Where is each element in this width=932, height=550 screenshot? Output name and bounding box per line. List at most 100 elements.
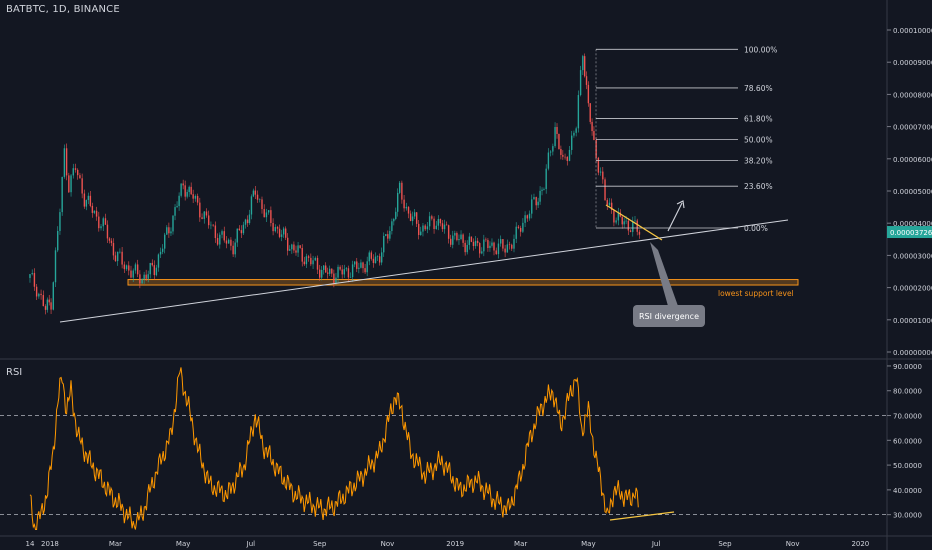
candle-body xyxy=(343,269,345,275)
price-tick-label: 0.00009000 xyxy=(893,59,932,67)
time-tick-label: 2018 xyxy=(41,540,59,548)
candle-body xyxy=(587,84,590,104)
candle-body xyxy=(489,245,491,249)
candle-body xyxy=(95,210,98,217)
candle-body xyxy=(221,231,223,235)
candle-body xyxy=(291,244,293,250)
candle-body xyxy=(223,231,225,241)
candle-body xyxy=(188,186,190,193)
candle-body xyxy=(610,202,613,211)
candle-body xyxy=(170,231,172,234)
candle-body xyxy=(238,228,241,231)
candle-body xyxy=(515,226,517,239)
candle-body xyxy=(579,70,582,96)
candle-body xyxy=(483,239,485,252)
candle-body xyxy=(479,243,481,254)
callout-pointer xyxy=(650,242,678,306)
candle-body xyxy=(284,228,287,238)
time-tick-label: Jul xyxy=(246,540,256,548)
candle-body xyxy=(595,140,597,158)
candle-body xyxy=(203,211,205,219)
rsi-line xyxy=(29,367,639,530)
candle-body xyxy=(190,186,192,195)
candle-body xyxy=(270,210,272,223)
rsi-tick-label: 90.0000 xyxy=(893,363,922,371)
candle-body xyxy=(278,228,281,237)
candle-body xyxy=(376,256,379,257)
candle-body xyxy=(182,183,184,186)
candle-body xyxy=(634,220,636,222)
candle-body xyxy=(42,295,44,307)
candle-body xyxy=(331,268,333,274)
candle-body xyxy=(31,273,33,275)
candle-body xyxy=(452,235,454,245)
candle-body xyxy=(161,248,164,252)
candle-body xyxy=(541,189,543,191)
candle-body xyxy=(428,216,431,227)
candle-body xyxy=(337,266,339,278)
candle-body xyxy=(192,194,194,199)
candle-body xyxy=(335,277,337,284)
candle-body xyxy=(168,227,170,234)
candle-body xyxy=(468,236,471,245)
price-tick-label: 0.00000000 xyxy=(893,349,932,357)
candle-body xyxy=(232,245,234,255)
candle-body xyxy=(259,199,261,200)
candle-body xyxy=(230,239,232,246)
candle-body xyxy=(381,252,383,263)
candle-body xyxy=(526,215,529,219)
candle-body xyxy=(130,270,132,278)
time-tick-label: Sep xyxy=(718,540,732,548)
candle-body xyxy=(121,251,123,265)
candle-body xyxy=(370,252,373,259)
support-zone xyxy=(127,279,799,286)
time-tick-label: May xyxy=(581,540,595,548)
candle-body xyxy=(81,178,83,194)
candle-body xyxy=(447,225,450,239)
candle-body xyxy=(134,264,137,271)
candle-body xyxy=(413,212,416,217)
candle-body xyxy=(227,239,230,244)
candle-body xyxy=(104,218,107,225)
candle-body xyxy=(89,195,92,206)
candle-body xyxy=(149,262,151,275)
price-tick-label: 0.00002000 xyxy=(893,285,932,293)
candle-body xyxy=(462,234,464,243)
candle-body xyxy=(602,171,604,180)
candle-body xyxy=(210,224,212,226)
candle-body xyxy=(606,200,608,206)
candle-body xyxy=(583,56,586,77)
candle-body xyxy=(299,245,301,248)
candle-body xyxy=(487,240,489,249)
candle-body xyxy=(147,274,149,279)
candle-body xyxy=(356,261,358,269)
candle-body xyxy=(568,149,571,161)
candle-body xyxy=(415,212,418,224)
candle-body xyxy=(502,239,504,249)
candle-body xyxy=(316,257,319,270)
candle-body xyxy=(151,262,153,266)
time-tick-label: Mar xyxy=(109,540,122,548)
candle-body xyxy=(513,238,515,249)
candle-body xyxy=(418,223,420,236)
candle-body xyxy=(403,199,405,209)
candle-body xyxy=(464,242,466,253)
candle-body xyxy=(196,195,199,203)
candle-body xyxy=(395,211,397,219)
candle-body xyxy=(87,195,90,201)
last-price-badge xyxy=(887,226,932,239)
candle-body xyxy=(460,234,462,239)
candle-body xyxy=(615,220,617,223)
candle-body xyxy=(91,205,94,213)
candle-body xyxy=(65,148,68,176)
candle-body xyxy=(174,207,176,216)
candle-body xyxy=(531,199,533,214)
candle-body xyxy=(372,258,375,263)
support-zone-label: lowest support level xyxy=(718,289,794,298)
time-tick-label: Nov xyxy=(381,540,395,548)
candle-body xyxy=(52,282,54,310)
candle-body xyxy=(564,156,566,158)
fib-level-label: 61.80% xyxy=(744,115,773,124)
candle-body xyxy=(214,225,217,239)
